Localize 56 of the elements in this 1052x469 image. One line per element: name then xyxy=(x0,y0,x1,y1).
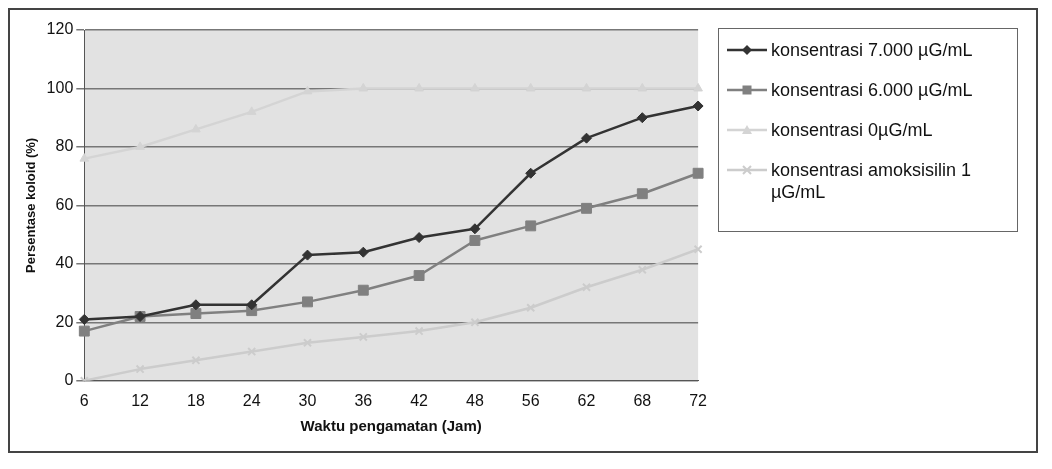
point xyxy=(693,82,703,92)
point xyxy=(525,220,537,232)
x-tick-label: 68 xyxy=(633,391,652,409)
x-tick-label: 72 xyxy=(689,391,708,409)
x-tick-label: 48 xyxy=(466,391,484,409)
point xyxy=(357,246,369,258)
x-tick-label: 6 xyxy=(79,391,89,409)
y-tick-label: 120 xyxy=(46,20,74,38)
x-axis-title: Waktu pengamatan (Jam) xyxy=(300,417,482,435)
y-tick-label: 20 xyxy=(55,312,74,330)
point xyxy=(470,82,480,92)
legend-label: konsentrasi amoksisilin 1 µG/mL xyxy=(771,159,973,203)
y-axis-title: Persentase koloid (%) xyxy=(23,137,39,273)
x-tick-label: 30 xyxy=(298,391,317,409)
point xyxy=(525,82,536,92)
point xyxy=(302,296,313,308)
point xyxy=(358,82,369,92)
point xyxy=(581,202,592,214)
point xyxy=(79,153,90,162)
legend-label: konsentrasi 7.000 µG/mL xyxy=(771,39,973,61)
x-tick-label: 62 xyxy=(577,391,596,409)
point xyxy=(190,308,202,320)
x-tick-label: 42 xyxy=(410,391,429,409)
legend-label: konsentrasi 0µG/mL xyxy=(771,119,933,141)
point xyxy=(413,270,425,282)
point xyxy=(302,249,313,261)
point xyxy=(692,167,704,179)
point xyxy=(637,82,648,92)
point xyxy=(581,82,592,92)
point xyxy=(413,232,425,244)
point xyxy=(470,317,480,327)
point xyxy=(135,141,145,150)
point xyxy=(693,244,703,254)
x-tick-label: 18 xyxy=(187,391,205,409)
x-tick-label: 12 xyxy=(131,391,150,409)
point xyxy=(637,265,647,275)
point xyxy=(636,112,648,124)
x-tick-label: 56 xyxy=(521,391,540,409)
y-tick-label: 60 xyxy=(55,195,74,213)
y-tick-label: 100 xyxy=(46,78,74,96)
point xyxy=(581,132,592,144)
point xyxy=(469,235,481,246)
point xyxy=(357,284,369,296)
point xyxy=(414,82,424,92)
point xyxy=(636,188,648,200)
x-tick-label: 36 xyxy=(354,391,373,409)
y-tick-label: 80 xyxy=(55,137,74,155)
legend-label: konsentrasi 6.000 µG/mL xyxy=(771,79,973,101)
y-tick-label: 0 xyxy=(64,371,74,389)
x-tick-label: 24 xyxy=(242,391,261,409)
point xyxy=(525,167,537,179)
point xyxy=(190,299,202,311)
point xyxy=(469,223,481,235)
y-tick-label: 40 xyxy=(55,254,74,272)
point xyxy=(692,100,704,112)
point xyxy=(246,299,258,311)
